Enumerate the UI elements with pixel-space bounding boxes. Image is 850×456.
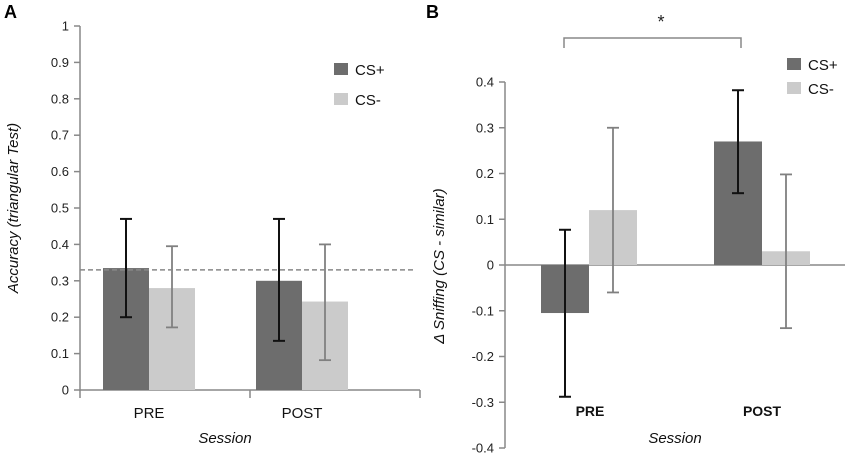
panel-b-y-tick-label: -0.3 [472, 395, 494, 410]
panel-b-y-tick-label: -0.1 [472, 303, 494, 318]
panel-a-y-tick-label: 0 [62, 383, 69, 398]
panel-a-y-tick-label: 0.3 [51, 273, 69, 288]
panel-a-y-tick-label: 0.6 [51, 164, 69, 179]
panel-a-y-tick-label: 0.7 [51, 128, 69, 143]
panel-a-category-pre: PRE [134, 405, 165, 422]
panel-a-label: A [4, 2, 17, 22]
panel-b-legend-cs-minus: CS- [808, 81, 834, 98]
panel-a-y-tick-label: 0.1 [51, 346, 69, 361]
panel-a-x-axis-label: Session [198, 430, 251, 447]
panel-a-legend-swatch-cs-minus [334, 93, 348, 105]
panel-b-category-post: POST [743, 403, 782, 419]
panel-b-y-tick-label: 0.3 [476, 120, 494, 135]
panel-b-legend-swatch-cs-minus [787, 82, 801, 94]
panel-b-y-tick-label: 0.1 [476, 212, 494, 227]
panel-a-y-axis-label: Accuracy (triangular Test) [5, 123, 22, 294]
panel-a-legend-swatch-cs-plus [334, 63, 348, 75]
panel-a-legend-cs-plus: CS+ [355, 62, 385, 79]
panel-b-y-axis-label: Δ Sniffing (CS - similar) [431, 188, 448, 344]
panel-a-y-tick-label: 0.5 [51, 201, 69, 216]
panel-b-category-pre: PRE [576, 403, 605, 419]
panel-a-y-tick-label: 0.4 [51, 237, 69, 252]
panel-b-x-axis-label: Session [648, 430, 701, 447]
panel-a-legend-cs-minus: CS- [355, 92, 381, 109]
panel-a-category-post: POST [282, 405, 323, 422]
significance-star: * [657, 12, 664, 32]
panel-b-legend-cs-plus: CS+ [808, 57, 838, 74]
panel-b-y-tick-label: -0.4 [472, 441, 494, 456]
panel-a-y-tick-label: 1 [62, 19, 69, 34]
panel-b-y-tick-label: 0.4 [476, 75, 494, 90]
panel-a-y-tick-label: 0.8 [51, 91, 69, 106]
significance-bracket [563, 37, 742, 48]
panel-a-y-tick-label: 0.9 [51, 55, 69, 70]
panel-b-legend-swatch-cs-plus [787, 58, 801, 70]
panel-b-y-tick-label: 0.2 [476, 166, 494, 181]
panel-a-y-tick-label: 0.2 [51, 310, 69, 325]
panel-b-y-tick-label: 0 [487, 258, 494, 273]
panel-b-y-tick-label: -0.2 [472, 349, 494, 364]
panel-b-label: B [426, 2, 439, 22]
